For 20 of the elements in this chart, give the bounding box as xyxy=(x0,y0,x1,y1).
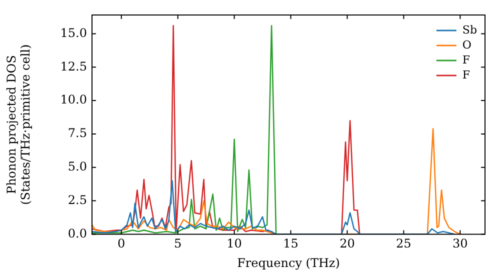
legend-label: O xyxy=(462,38,472,52)
y-tick-label: 0.0 xyxy=(68,226,87,240)
y-tick-label: 7.5 xyxy=(68,126,87,140)
x-tick-label: 0 xyxy=(118,236,126,251)
legend-label: F xyxy=(462,53,470,66)
x-tick-label: 5 xyxy=(174,236,182,251)
x-axis-title: Frequency (THz) xyxy=(237,256,340,270)
y-tick-label: 10.0 xyxy=(60,92,87,107)
y-tick-label: 5.0 xyxy=(68,159,87,174)
x-tick-label: 20 xyxy=(340,236,355,251)
x-tick-label: 10 xyxy=(226,236,242,251)
x-tick-label: 30 xyxy=(452,236,468,251)
y-tick-label: 2.5 xyxy=(68,192,87,207)
legend-label: Sb xyxy=(462,23,477,36)
legend-label: F xyxy=(462,68,470,82)
y-tick-label: 12.5 xyxy=(60,59,87,74)
y-axis-title: Phonon projected DOS (States/THz·primitive cell) xyxy=(4,44,33,205)
y-tick-label: 15.0 xyxy=(60,26,87,40)
x-tick-label: 15 xyxy=(283,236,298,251)
x-tick-label: 25 xyxy=(396,236,412,251)
